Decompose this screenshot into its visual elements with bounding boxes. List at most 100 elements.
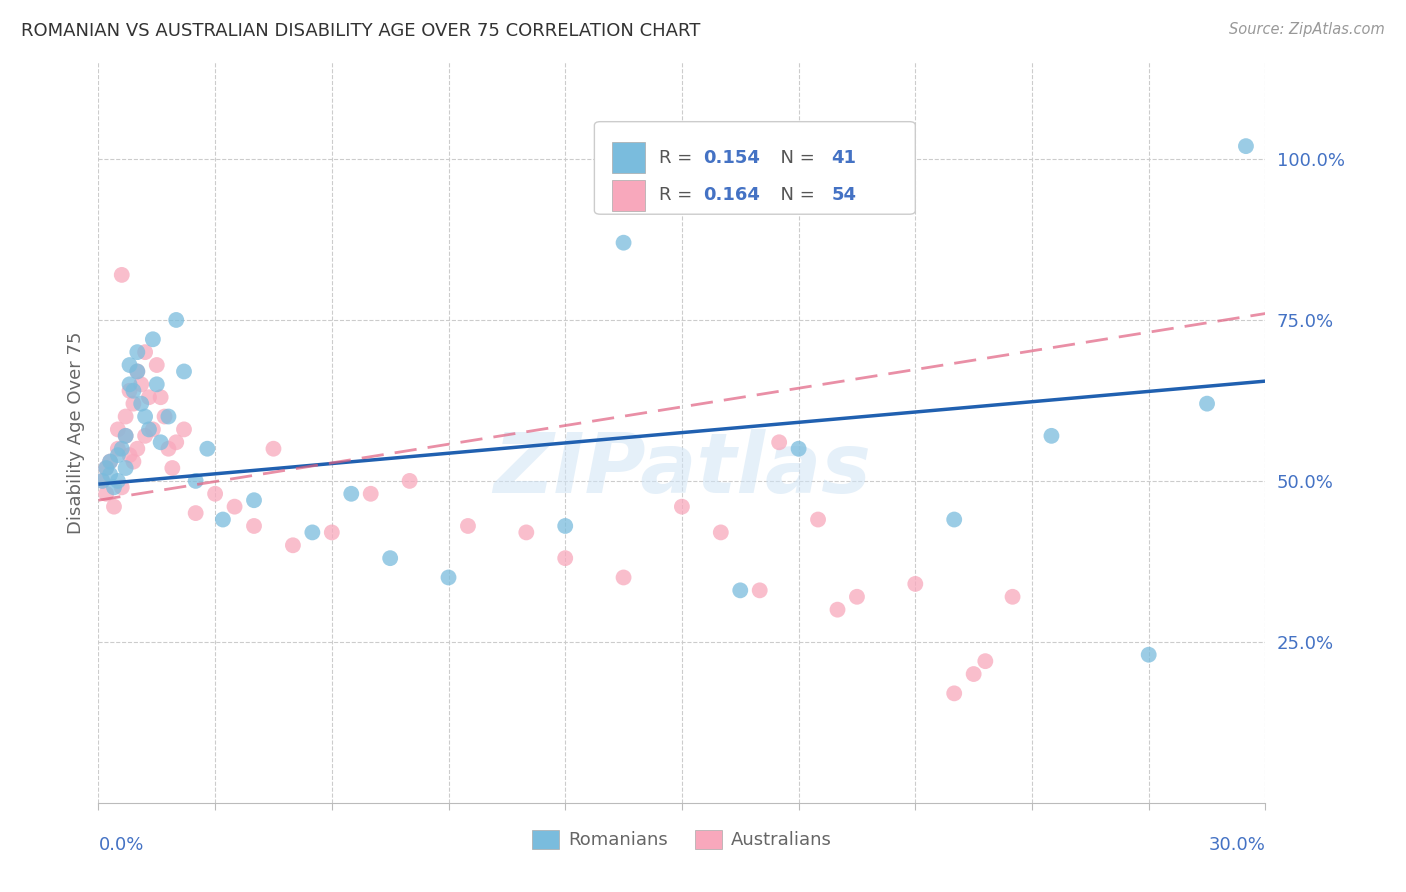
Point <box>1137 648 1160 662</box>
Point <box>437 570 460 584</box>
Point <box>515 525 537 540</box>
Text: N =: N = <box>769 186 821 204</box>
Point <box>943 686 966 700</box>
Text: ROMANIAN VS AUSTRALIAN DISABILITY AGE OVER 75 CORRELATION CHART: ROMANIAN VS AUSTRALIAN DISABILITY AGE OV… <box>21 22 700 40</box>
Point <box>184 474 207 488</box>
Point <box>114 429 136 443</box>
Point <box>142 422 165 436</box>
Point <box>127 345 149 359</box>
Point <box>321 525 343 540</box>
Point <box>904 577 927 591</box>
Point <box>107 448 129 462</box>
Point <box>146 358 169 372</box>
Point <box>157 442 180 456</box>
Point <box>184 506 207 520</box>
Point <box>96 487 118 501</box>
Point <box>1195 397 1218 411</box>
Point <box>827 602 849 616</box>
Point <box>98 454 121 468</box>
Point <box>1040 429 1063 443</box>
Point <box>111 480 134 494</box>
Text: 0.154: 0.154 <box>703 149 759 167</box>
Point <box>96 461 118 475</box>
Point <box>962 667 984 681</box>
Point <box>98 454 121 468</box>
Point <box>107 474 129 488</box>
Point <box>118 448 141 462</box>
Point <box>134 429 156 443</box>
Point <box>98 467 121 482</box>
Point <box>671 500 693 514</box>
Point <box>846 590 869 604</box>
Point <box>111 442 134 456</box>
FancyBboxPatch shape <box>612 179 644 211</box>
Point <box>1001 590 1024 604</box>
Point <box>613 235 636 250</box>
Point <box>127 364 149 378</box>
Text: N =: N = <box>769 149 821 167</box>
Point <box>340 487 363 501</box>
Point <box>114 409 136 424</box>
Point <box>457 519 479 533</box>
Point <box>162 461 184 475</box>
Point <box>554 551 576 566</box>
Point <box>1234 139 1257 153</box>
Point <box>103 500 125 514</box>
Point <box>134 409 156 424</box>
Point <box>165 313 187 327</box>
Point <box>138 422 160 436</box>
Point <box>129 377 152 392</box>
Point <box>807 512 830 526</box>
Point <box>787 442 810 456</box>
Point <box>122 384 145 398</box>
Point <box>173 364 195 378</box>
Point <box>118 358 141 372</box>
Point <box>748 583 770 598</box>
Point <box>165 435 187 450</box>
Point <box>142 332 165 346</box>
Point <box>281 538 304 552</box>
Point <box>96 461 118 475</box>
Point <box>710 525 733 540</box>
Text: R =: R = <box>658 186 697 204</box>
Y-axis label: Disability Age Over 75: Disability Age Over 75 <box>66 331 84 534</box>
Text: 0.164: 0.164 <box>703 186 759 204</box>
Text: R =: R = <box>658 149 697 167</box>
Point <box>974 654 997 668</box>
Point <box>380 551 402 566</box>
Point <box>149 435 172 450</box>
Point <box>554 519 576 533</box>
Point <box>107 422 129 436</box>
Point <box>768 435 790 450</box>
Point <box>149 390 172 404</box>
Point <box>157 409 180 424</box>
Point <box>243 519 266 533</box>
FancyBboxPatch shape <box>612 142 644 173</box>
Point <box>398 474 420 488</box>
Point <box>243 493 266 508</box>
Point <box>127 442 149 456</box>
Point <box>301 525 323 540</box>
Point <box>134 345 156 359</box>
Point <box>91 474 114 488</box>
Point <box>146 377 169 392</box>
Point <box>91 474 114 488</box>
Point <box>118 384 141 398</box>
Point <box>122 454 145 468</box>
Point <box>943 512 966 526</box>
Point <box>107 442 129 456</box>
Point <box>360 487 382 501</box>
Point <box>118 377 141 392</box>
Point <box>122 397 145 411</box>
Point <box>224 500 246 514</box>
Point <box>103 480 125 494</box>
Text: 41: 41 <box>831 149 856 167</box>
Point <box>129 397 152 411</box>
Text: Source: ZipAtlas.com: Source: ZipAtlas.com <box>1229 22 1385 37</box>
Legend: Romanians, Australians: Romanians, Australians <box>524 823 839 856</box>
Point <box>212 512 235 526</box>
Point <box>730 583 752 598</box>
Point <box>111 268 134 282</box>
Point <box>114 461 136 475</box>
Point <box>127 364 149 378</box>
